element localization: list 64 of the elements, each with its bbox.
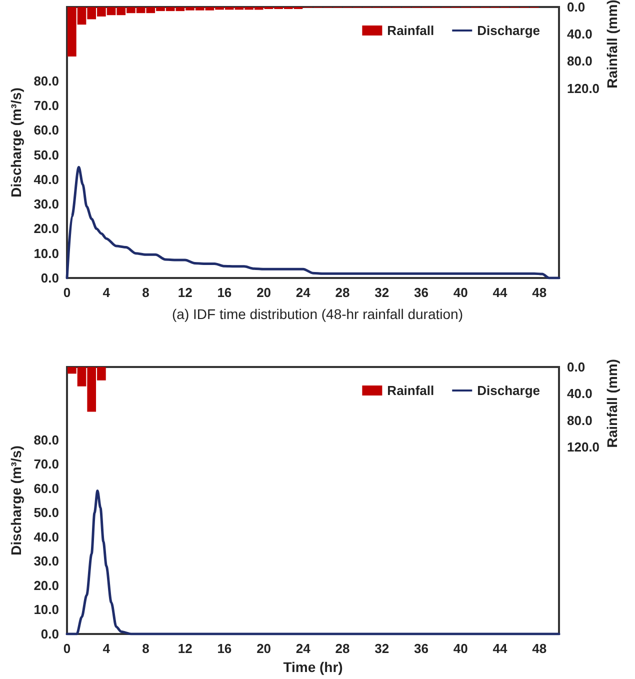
legend-label: Discharge xyxy=(477,383,540,398)
y-tick-label: 80.0 xyxy=(34,73,59,88)
x-tick-label: 48 xyxy=(532,285,547,300)
y-tick-label: 70.0 xyxy=(34,456,59,472)
x-tick-label: 44 xyxy=(492,641,508,656)
x-tick-label: 4 xyxy=(102,641,111,656)
legend-label: Rainfall xyxy=(387,383,434,398)
y-tick-label: 50.0 xyxy=(34,147,59,162)
y-tick-label: 0.0 xyxy=(40,626,59,642)
x-axis-title: Time (hr) xyxy=(283,659,343,675)
x-tick-label: 8 xyxy=(142,641,150,656)
y-tick-label: 10.0 xyxy=(34,602,59,618)
x-tick-label: 24 xyxy=(296,285,312,300)
y2-tick-label: 40.0 xyxy=(567,386,592,402)
y2-tick-label: 80.0 xyxy=(567,54,592,69)
y-tick-label: 60.0 xyxy=(34,480,59,496)
x-tick-label: 4 xyxy=(102,285,111,300)
y2-tick-label: 120.0 xyxy=(567,440,600,455)
y2-tick-label: 40.0 xyxy=(567,26,592,42)
x-tick-label: 32 xyxy=(374,285,390,300)
y-tick-label: 20.0 xyxy=(34,578,59,593)
x-tick-label: 44 xyxy=(492,285,508,300)
x-tick-label: 12 xyxy=(178,285,192,300)
y2-tick-label: 80.0 xyxy=(567,412,592,428)
y-tick-label: 70.0 xyxy=(34,98,59,114)
x-tick-label: 12 xyxy=(178,641,192,656)
x-tick-label: 48 xyxy=(532,641,547,656)
x-tick-label: 8 xyxy=(142,285,150,300)
y2-tick-label: 120.0 xyxy=(567,80,600,96)
y2-axis-title: Rainfall (mm) xyxy=(604,359,620,448)
y-axis-title: Discharge (m³/s) xyxy=(8,88,24,198)
x-tick-label: 36 xyxy=(414,641,428,656)
x-tick-label: 0 xyxy=(63,285,71,300)
y-tick-label: 0.0 xyxy=(40,270,59,286)
legend-label: Discharge xyxy=(477,23,540,38)
y2-tick-label: 0.0 xyxy=(567,360,586,374)
text: (a) IDF time distribution (48-hr rainfall duration) xyxy=(172,306,463,322)
x-tick-label: 24 xyxy=(296,641,312,656)
y-tick-label: 80.0 xyxy=(34,432,59,448)
x-tick-label: 40 xyxy=(453,285,468,300)
y-tick-label: 20.0 xyxy=(34,221,59,236)
y-axis-title: Discharge (m³/s) xyxy=(8,446,24,556)
y-tick-label: 40.0 xyxy=(34,529,59,544)
x-tick-label: 16 xyxy=(217,641,232,656)
x-tick-label: 20 xyxy=(256,285,272,300)
x-tick-label: 0 xyxy=(63,641,71,656)
x-tick-label: 36 xyxy=(414,285,428,300)
line-series xyxy=(66,166,560,280)
x-tick-label: 40 xyxy=(453,641,468,656)
y-tick-label: 40.0 xyxy=(34,172,59,187)
x-tick-label: 20 xyxy=(256,641,272,656)
y-tick-label: 50.0 xyxy=(34,505,59,520)
x-tick-label: 28 xyxy=(335,285,350,300)
y-tick-label: 30.0 xyxy=(34,554,59,569)
legend-label: Rainfall xyxy=(387,23,434,38)
x-tick-label: 32 xyxy=(374,641,390,656)
x-tick-label: 28 xyxy=(335,641,350,656)
y2-axis-title: Rainfall (mm) xyxy=(604,0,620,88)
x-tick-label: 16 xyxy=(217,285,232,300)
y-tick-label: 60.0 xyxy=(34,122,59,138)
y2-tick-label: 0.0 xyxy=(567,0,586,14)
y-tick-label: 30.0 xyxy=(34,196,59,212)
line-series xyxy=(66,490,560,636)
y-tick-label: 10.0 xyxy=(34,246,59,261)
